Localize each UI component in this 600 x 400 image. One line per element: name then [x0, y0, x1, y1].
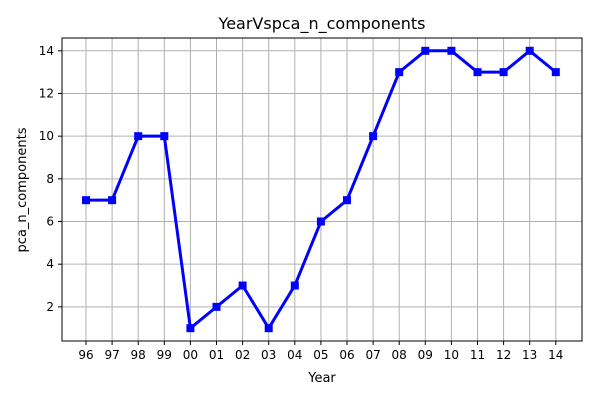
y-tick-label: 14	[39, 44, 54, 58]
x-tick-label: 07	[365, 348, 380, 362]
data-point-marker	[343, 196, 351, 205]
data-point-marker	[316, 217, 325, 226]
x-tick-label: 97	[104, 348, 119, 362]
x-axis-label: Year	[307, 371, 336, 386]
data-point-marker	[186, 324, 195, 333]
y-tick-label: 4	[46, 257, 54, 271]
x-tick-label: 04	[287, 348, 302, 362]
x-tick-label: 05	[313, 348, 328, 362]
data-point-marker	[499, 68, 508, 77]
y-tick-label: 2	[46, 300, 54, 314]
x-tick-label: 01	[209, 348, 224, 362]
x-tick-label: 98	[131, 348, 146, 362]
axis-ticks: 96 97 98 99 00 01 02 03 04 05 06 07 08 09 10 11 12 13 14 2 4…	[39, 44, 564, 362]
x-tick-label: 96	[78, 348, 93, 362]
data-point-marker	[395, 68, 404, 77]
y-tick-label: 12	[39, 86, 54, 100]
data-point-marker	[421, 46, 430, 55]
x-tick-label: 08	[392, 348, 407, 362]
data-point-marker	[82, 196, 90, 205]
x-tick-label: 03	[261, 348, 276, 362]
x-tick-label: 14	[548, 348, 563, 362]
data-point-marker	[551, 68, 560, 77]
data-point-marker	[447, 46, 456, 55]
y-tick-label: 10	[39, 129, 54, 143]
data-point-marker	[369, 132, 378, 141]
y-axis-label: pca_n_components	[15, 127, 30, 252]
data-point-marker	[525, 46, 534, 55]
series-layer	[82, 46, 560, 333]
y-tick-label: 6	[46, 215, 54, 229]
x-tick-label: 10	[444, 348, 459, 362]
x-tick-label: 06	[339, 348, 354, 362]
grid-lines	[62, 38, 582, 341]
x-tick-label: 12	[496, 348, 511, 362]
data-point-marker	[108, 196, 117, 205]
data-point-marker	[134, 132, 143, 141]
data-point-marker	[290, 281, 299, 290]
data-point-marker	[238, 281, 247, 290]
x-tick-label: 11	[470, 348, 485, 362]
data-point-marker	[264, 324, 273, 333]
x-tick-label: 09	[418, 348, 433, 362]
data-point-marker	[212, 302, 221, 311]
plot-frame	[61, 37, 583, 342]
x-tick-label: 02	[235, 348, 250, 362]
data-point-marker	[473, 68, 482, 77]
chart-title: YearVspca_n_components	[218, 14, 426, 34]
y-tick-label: 8	[46, 172, 54, 186]
x-tick-label: 13	[522, 348, 537, 362]
data-point-marker	[160, 132, 169, 141]
x-tick-label: 00	[183, 348, 198, 362]
x-tick-label: 99	[157, 348, 172, 362]
